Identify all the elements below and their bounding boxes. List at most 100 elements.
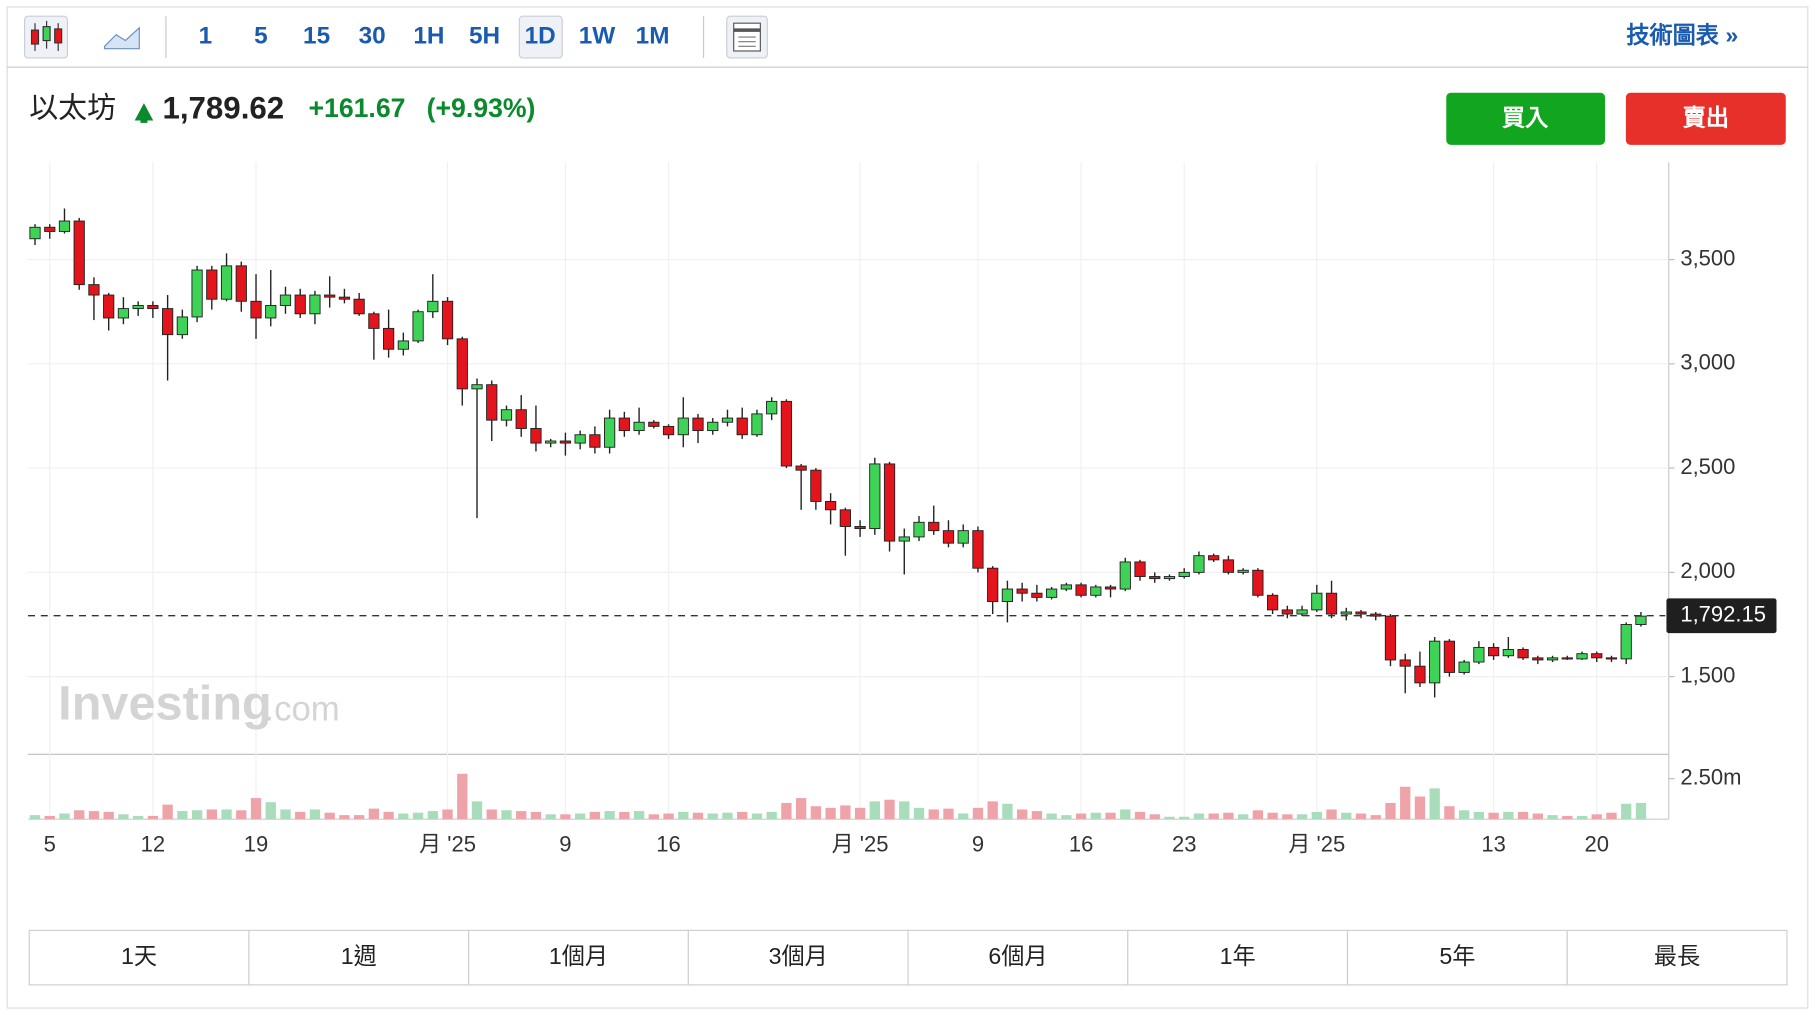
candle-body <box>132 304 144 310</box>
volume-bar <box>280 809 291 820</box>
volume-bar <box>574 813 586 820</box>
y-tick-label: 3,500 <box>1680 245 1735 270</box>
interval-button[interactable]: 1H <box>413 22 444 49</box>
candle-body <box>1075 584 1087 596</box>
range-label[interactable]: 1年 <box>1220 943 1256 969</box>
candle-body <box>707 421 719 432</box>
volume-bar <box>707 813 718 820</box>
volume-bar <box>1532 813 1543 820</box>
range-button[interactable] <box>1566 929 1788 986</box>
candle-body <box>73 220 85 286</box>
candle-body <box>869 463 881 530</box>
interval-button[interactable]: 1D <box>525 22 556 49</box>
candle-icon-button[interactable] <box>24 15 69 59</box>
volume-bar <box>398 813 409 820</box>
volume-bar <box>1149 814 1160 820</box>
volume-bar <box>958 813 969 820</box>
candle-body <box>692 417 704 432</box>
interval-button[interactable]: 5H <box>469 22 500 49</box>
volume-bar <box>722 812 733 820</box>
range-label[interactable]: 1個月 <box>549 943 608 969</box>
sell-label[interactable]: 賣出 <box>1683 104 1729 130</box>
candle-body <box>1104 586 1117 590</box>
x-tick-label: 月 '25 <box>832 832 889 857</box>
volume-bar <box>191 810 203 820</box>
x-tick-label: 月 '25 <box>419 832 476 857</box>
volume-bar <box>221 809 232 820</box>
volume-bar <box>899 801 910 820</box>
volume-bar <box>1458 810 1470 820</box>
interval-button[interactable]: 30 <box>359 22 386 49</box>
candle-body <box>530 428 542 444</box>
candle-body <box>397 340 409 350</box>
sell-button[interactable]: 賣出 <box>1625 92 1786 145</box>
candle-body <box>1561 657 1573 660</box>
candle-body <box>1532 657 1544 661</box>
range-button[interactable] <box>28 929 250 986</box>
volume-bar <box>1503 811 1514 820</box>
volume-bar <box>265 802 276 820</box>
range-button[interactable] <box>1346 929 1568 986</box>
interval-button[interactable]: 1M <box>636 22 670 49</box>
candle-body <box>471 384 483 390</box>
range-label[interactable]: 5年 <box>1439 943 1475 969</box>
candle-body <box>780 400 793 467</box>
volume-bar <box>1193 813 1205 820</box>
candle-body <box>810 469 822 502</box>
candle-body <box>603 417 616 448</box>
range-button[interactable] <box>1127 929 1349 986</box>
range-button[interactable] <box>907 929 1129 986</box>
candle-body <box>220 265 233 300</box>
volume-bar <box>840 805 851 820</box>
volume-bar <box>648 814 659 820</box>
volume-bar <box>250 798 262 820</box>
candle-body <box>987 567 999 603</box>
line-icon-button[interactable] <box>103 26 140 50</box>
buy-label[interactable]: 買入 <box>1502 104 1549 130</box>
candle-body <box>103 294 115 319</box>
interval-button[interactable]: 1 <box>199 22 213 49</box>
technical-chart-link[interactable]: 技術圖表 » <box>1626 22 1738 48</box>
watermark: Investing .com <box>58 677 340 731</box>
x-tick-label: 16 <box>1069 832 1093 857</box>
candle-body <box>1517 649 1529 659</box>
volume-bar <box>545 814 556 820</box>
candle-body <box>1149 576 1161 580</box>
candle-body <box>1134 561 1146 577</box>
volume-bar <box>486 809 497 820</box>
range-button[interactable] <box>687 929 909 986</box>
volume-bar <box>339 815 350 820</box>
volume-bar <box>501 810 512 820</box>
candle-body <box>1016 588 1028 594</box>
volume-bar <box>1046 813 1057 820</box>
volume-bar <box>1252 810 1264 820</box>
interval-button[interactable]: 15 <box>303 22 330 49</box>
candle-body <box>1193 555 1205 573</box>
volume-bar <box>1326 809 1337 820</box>
range-label[interactable]: 最長 <box>1654 943 1700 969</box>
volume-tick-label: 2.50m <box>1680 764 1741 789</box>
layout-icon-button[interactable] <box>726 15 768 59</box>
range-label[interactable]: 3個月 <box>769 943 828 969</box>
grid: 1,500 2,000 2,500 3,000 3,500 2.50m 5 12 19 月 '25… <box>28 162 1741 857</box>
candle-body <box>1458 661 1470 673</box>
volume-bar <box>1444 806 1455 820</box>
buy-button[interactable]: 買入 <box>1446 92 1606 145</box>
candle-body <box>161 308 174 336</box>
candle-body <box>648 421 660 427</box>
candle-body <box>1281 609 1293 615</box>
volume-bar <box>1547 815 1558 820</box>
candle-body <box>898 536 910 542</box>
volume-bar <box>1576 815 1588 820</box>
range-label[interactable]: 6個月 <box>988 943 1047 969</box>
candle-body <box>500 409 513 421</box>
range-label[interactable]: 1週 <box>341 943 377 969</box>
range-button[interactable] <box>248 929 470 986</box>
candle-body <box>147 304 159 310</box>
interval-button[interactable]: 1W <box>579 22 616 49</box>
range-button[interactable] <box>468 929 689 986</box>
interval-button[interactable]: 5 <box>254 22 268 49</box>
volume-bar <box>678 811 689 820</box>
range-label[interactable]: 1天 <box>121 943 157 969</box>
